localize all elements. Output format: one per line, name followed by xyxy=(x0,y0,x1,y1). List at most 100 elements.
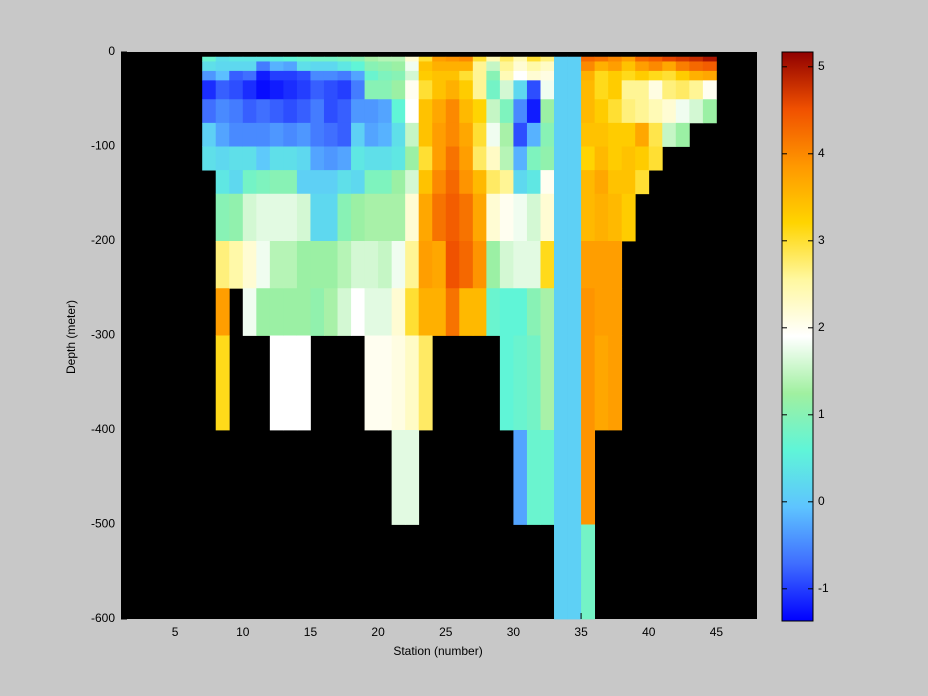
heatmap-cell xyxy=(567,80,582,100)
heatmap-cell xyxy=(378,241,393,289)
heatmap-cell xyxy=(256,193,271,242)
heatmap-cell xyxy=(269,99,284,124)
heatmap-cell xyxy=(513,80,528,100)
heatmap-cell xyxy=(202,146,217,171)
heatmap-cell xyxy=(581,430,596,525)
heatmap-cell xyxy=(378,99,393,124)
heatmap-cell xyxy=(364,170,379,195)
heatmap-cell xyxy=(391,122,406,147)
heatmap-cell xyxy=(540,241,555,289)
x-tick-label: 20 xyxy=(371,625,385,639)
heatmap-cell xyxy=(215,99,230,124)
heatmap-cell xyxy=(269,61,284,72)
heatmap-cell xyxy=(608,193,623,242)
heatmap-cell xyxy=(351,61,365,72)
heatmap-cell xyxy=(594,193,609,242)
heatmap-cell xyxy=(608,170,623,195)
heatmap-cell xyxy=(432,241,447,289)
heatmap-cell xyxy=(594,146,609,171)
heatmap-cell xyxy=(351,170,365,195)
heatmap-cell xyxy=(432,170,447,195)
heatmap-cell xyxy=(621,70,636,81)
heatmap-cell xyxy=(296,170,311,195)
heatmap-cell xyxy=(513,61,528,72)
heatmap-cell xyxy=(215,335,230,431)
heatmap-cell xyxy=(256,122,271,147)
heatmap-cell xyxy=(337,70,352,81)
heatmap-cell xyxy=(391,61,406,72)
heatmap-cell xyxy=(283,146,298,171)
heatmap-cell xyxy=(364,241,379,289)
heatmap-cell xyxy=(581,288,596,336)
heatmap-cell xyxy=(581,61,596,72)
heatmap-cell xyxy=(418,122,433,147)
heatmap-cell xyxy=(418,56,433,62)
heatmap-cell xyxy=(283,61,298,72)
heatmap-cell xyxy=(702,80,717,100)
heatmap-cell xyxy=(445,80,460,100)
y-tick-label: -400 xyxy=(91,422,115,436)
heatmap-cell xyxy=(608,70,623,81)
heatmap-cell xyxy=(405,335,420,431)
heatmap-cell xyxy=(499,80,514,100)
heatmap-cell xyxy=(513,288,528,336)
heatmap-cell xyxy=(283,99,298,124)
heatmap-cell xyxy=(242,288,257,336)
heatmap-cell xyxy=(554,56,568,62)
heatmap-cell xyxy=(581,70,596,81)
heatmap-cell xyxy=(567,524,582,620)
heatmap-cell xyxy=(202,61,217,72)
heatmap-cell xyxy=(323,99,338,124)
heatmap-cell xyxy=(459,170,474,195)
heatmap-cell xyxy=(459,80,474,100)
heatmap-cell xyxy=(351,56,365,62)
heatmap-cell xyxy=(283,288,298,336)
heatmap-cell xyxy=(567,430,582,525)
heatmap-cell xyxy=(337,61,352,72)
heatmap-cell xyxy=(675,80,690,100)
heatmap-cell xyxy=(526,288,541,336)
heatmap-cell xyxy=(554,241,568,289)
heatmap-cell xyxy=(486,170,501,195)
heatmap-cell xyxy=(215,56,230,62)
heatmap-cell xyxy=(256,70,271,81)
heatmap-cell xyxy=(567,241,582,289)
heatmap-cell xyxy=(229,122,244,147)
heatmap-cell xyxy=(405,193,420,242)
heatmap-cell xyxy=(229,241,244,289)
heatmap-cell xyxy=(540,56,555,62)
heatmap-cell xyxy=(608,241,623,289)
heatmap-cell xyxy=(378,170,393,195)
heatmap-cell xyxy=(472,70,487,81)
heatmap-cell xyxy=(486,70,501,81)
heatmap-cell xyxy=(405,99,420,124)
heatmap-cell xyxy=(635,56,650,62)
heatmap-cell xyxy=(526,430,541,525)
heatmap-cell xyxy=(540,61,555,72)
heatmap-cell xyxy=(323,56,338,62)
heatmap-cell xyxy=(256,146,271,171)
heatmap-cell xyxy=(242,170,257,195)
heatmap-cell xyxy=(486,56,501,62)
heatmap-cell xyxy=(391,288,406,336)
heatmap-cell xyxy=(513,122,528,147)
heatmap-cell xyxy=(567,56,582,62)
heatmap-cell xyxy=(621,146,636,171)
heatmap-cell xyxy=(594,170,609,195)
heatmap-cell xyxy=(242,146,257,171)
heatmap-cell xyxy=(526,146,541,171)
y-tick-label: -100 xyxy=(91,139,115,153)
heatmap-cell xyxy=(702,70,717,81)
heatmap-cell xyxy=(351,122,365,147)
heatmap-cell xyxy=(581,193,596,242)
heatmap-cell xyxy=(269,193,284,242)
heatmap-cell xyxy=(215,61,230,72)
heatmap-cell xyxy=(499,193,514,242)
heatmap-cell xyxy=(405,61,420,72)
heatmap-cell xyxy=(229,193,244,242)
heatmap-cell xyxy=(364,335,379,431)
heatmap-cell xyxy=(405,241,420,289)
heatmap-cell xyxy=(364,70,379,81)
heatmap-cell xyxy=(526,241,541,289)
heatmap-cell xyxy=(594,122,609,147)
